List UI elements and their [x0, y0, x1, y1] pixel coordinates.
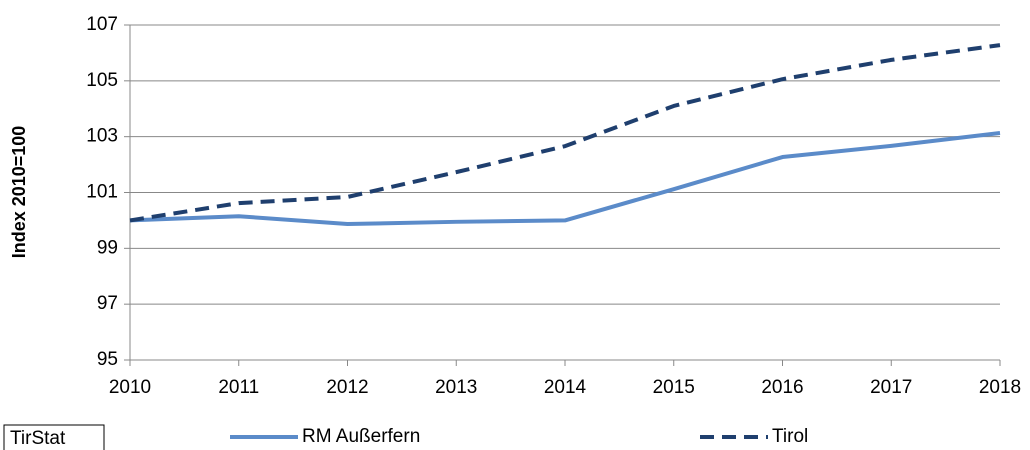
legend-label: RM Außerfern — [302, 426, 420, 447]
y-tick-label: 99 — [97, 237, 118, 258]
x-tick-label: 2013 — [435, 377, 477, 398]
y-tick-label: 107 — [86, 14, 118, 35]
source-box — [3, 424, 105, 450]
x-tick-label: 2011 — [218, 377, 259, 398]
x-tick-label: 2018 — [979, 377, 1021, 398]
y-tick-label: 101 — [86, 182, 118, 203]
y-axis-title: Index 2010=100 — [9, 126, 29, 259]
legend-label: Tirol — [772, 426, 808, 447]
y-tick-label: 103 — [86, 126, 118, 147]
y-tick-label: 97 — [97, 293, 118, 314]
x-tick-label: 2015 — [653, 377, 695, 398]
x-tick-label: 2017 — [870, 377, 912, 398]
series-line — [129, 43, 1001, 223]
x-tick-label: 2012 — [326, 377, 368, 398]
x-tick-label: 2014 — [544, 377, 587, 398]
source: TirStat — [10, 428, 66, 449]
x-tick-label: 2016 — [761, 377, 803, 398]
x-tick-label: 2010 — [109, 377, 151, 398]
series-line — [129, 131, 1001, 227]
y-tick-label: 95 — [97, 349, 118, 370]
y-tick-label: 105 — [86, 70, 118, 91]
